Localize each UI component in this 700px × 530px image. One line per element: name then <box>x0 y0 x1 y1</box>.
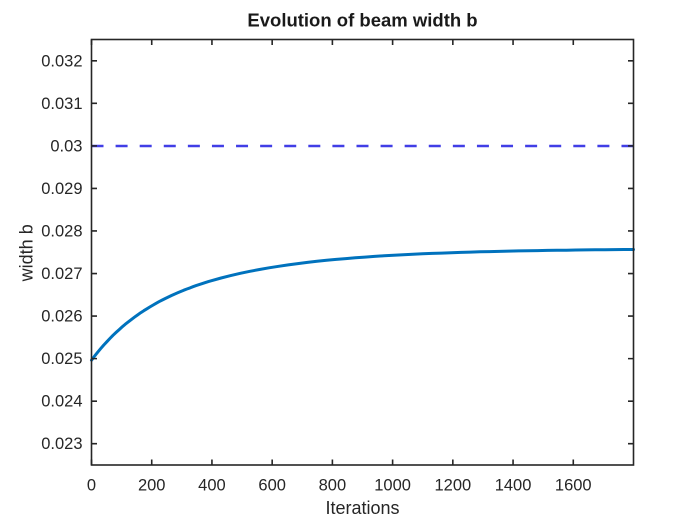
svg-text:200: 200 <box>138 477 166 495</box>
svg-text:0.032: 0.032 <box>41 52 82 70</box>
svg-text:0.031: 0.031 <box>41 95 82 113</box>
svg-text:0.03: 0.03 <box>50 137 82 155</box>
svg-text:1200: 1200 <box>434 477 471 495</box>
svg-text:Iterations: Iterations <box>325 498 399 518</box>
svg-text:Evolution of beam width b: Evolution of beam width b <box>247 10 477 31</box>
svg-text:600: 600 <box>258 477 286 495</box>
svg-text:0.024: 0.024 <box>41 393 82 411</box>
svg-text:0.023: 0.023 <box>41 435 82 453</box>
svg-text:0.027: 0.027 <box>41 265 82 283</box>
svg-text:0.025: 0.025 <box>41 350 82 368</box>
svg-text:width b: width b <box>17 224 37 282</box>
svg-text:0.028: 0.028 <box>41 222 82 240</box>
svg-text:1600: 1600 <box>555 477 592 495</box>
svg-text:1400: 1400 <box>495 477 532 495</box>
svg-text:0.029: 0.029 <box>41 180 82 198</box>
svg-text:0: 0 <box>87 477 96 495</box>
svg-text:800: 800 <box>319 477 347 495</box>
svg-text:1000: 1000 <box>374 477 411 495</box>
svg-text:0.026: 0.026 <box>41 308 82 326</box>
svg-text:400: 400 <box>198 477 226 495</box>
